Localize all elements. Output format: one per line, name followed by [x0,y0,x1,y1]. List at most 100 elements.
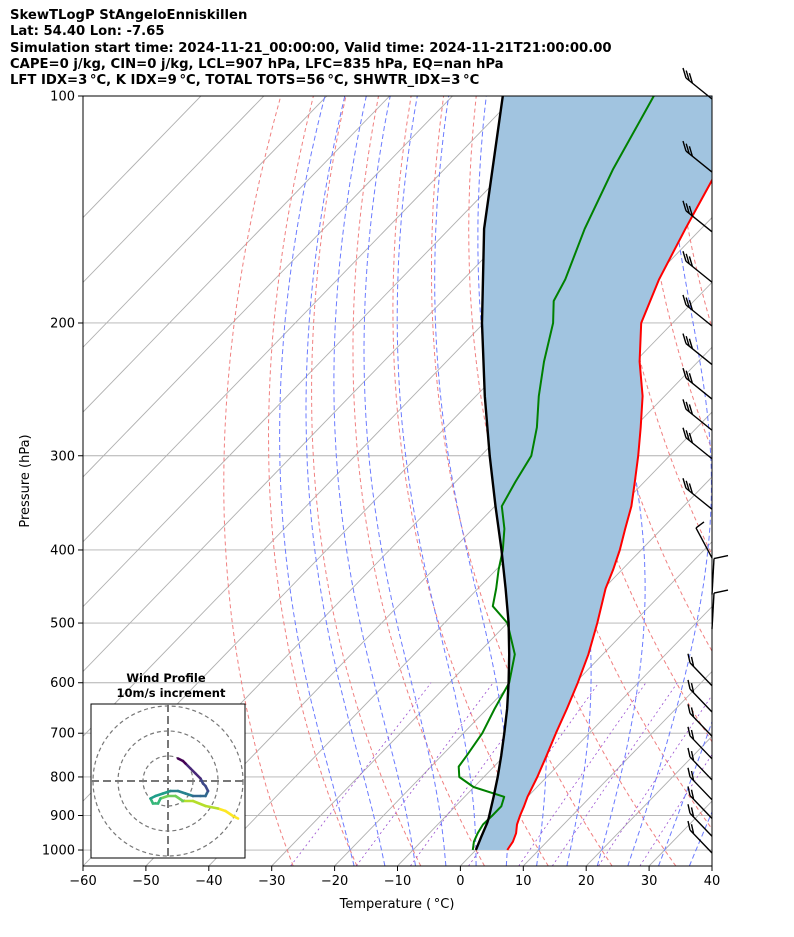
hodograph-subtitle: 10m/s increment [117,686,226,700]
x-tick-label: 30 [641,874,658,889]
wind-barb-staff [685,304,713,327]
wind-barb-flag [690,683,695,693]
hodograph-trace-segment [161,789,172,795]
mixing-ratio-line [355,682,494,866]
wind-barb-flag [688,432,694,444]
wind-barb-flag [713,554,729,560]
chart-title: SkewTLogP StAngeloEnniskillen [10,8,248,23]
wind-barb [695,521,713,559]
moist-adiabat-line [720,96,794,866]
wind-barb-flag [682,333,687,344]
wind-barb [687,704,713,737]
isotherm-line [460,605,712,866]
hodograph-trace-segment [176,757,185,763]
isotherm-line [334,476,712,866]
y-tick-label: 1000 [42,844,75,859]
hodograph-trace-segment [216,807,227,813]
wind-barb-flag [690,729,695,740]
axes: −60 −50 −40 −30 −20 −10 0 10 20 30 40 1000 900 800 700… [42,90,720,890]
x-tick-label: 20 [578,874,595,889]
wind-barb-flag [695,521,705,529]
wind-barb [687,679,713,713]
wind-barb-flag [687,704,691,714]
wind-barb-staff [689,812,713,837]
wind-barb-staff [685,437,713,460]
wind-barb-flag [713,589,729,594]
hodograph-trace-segment [176,789,187,795]
wind-barb-flag [687,786,691,796]
wind-barb-flag [685,480,690,492]
wind-barb-staff [685,343,713,366]
wind-barb-flag [690,807,695,817]
wind-barb-staff [689,662,713,687]
wind-barb-flag [688,205,694,217]
wind-barb [687,726,713,760]
hodograph-title: Wind Profile [126,671,206,685]
wind-barb-staff [685,408,713,431]
moist-adiabat-line [333,96,416,866]
wind-barb-flag [690,750,695,761]
moist-adiabat-line [658,720,712,866]
isotherm-line [585,735,712,866]
isotherm-line [522,670,712,866]
wind-barb [682,427,713,460]
profiles [457,96,712,851]
x-tick-label: −60 [69,874,96,889]
y-tick-label: 500 [50,617,75,632]
dry-adiabat-line [468,96,677,866]
wind-barb-flag [682,251,687,262]
wind-barb [682,200,713,233]
wind-barb-flag [687,726,691,736]
x-axis-label: Temperature ( °C) [339,897,455,912]
moist-adiabat-line [279,96,355,866]
isotherm-line [83,96,453,478]
wind-barb [687,820,713,854]
parcel-profile-line [474,96,511,851]
wind-barb-flag [682,367,687,379]
wind-barb-flag [685,143,690,154]
wind-barb-staff [685,150,713,173]
station-location: Lat: 54.40 Lon: -7.65 [10,24,165,40]
wind-barb [687,747,713,781]
hodograph-trace-segment [191,799,207,808]
y-tick-label: 300 [50,449,75,464]
wind-barb [682,67,713,100]
dry-adiabat-line [352,96,485,866]
wind-barb [682,251,713,283]
wind-barb-flag [685,335,690,347]
wind-barb-flag [682,399,687,410]
y-tick-label: 800 [50,770,75,785]
y-tick-label: 700 [50,727,75,742]
wind-barb-staff [685,260,713,283]
wind-barb [687,786,713,820]
wind-barb-flag [685,370,690,381]
isotherm-line [83,96,516,543]
wind-barb-staff [689,829,713,854]
wind-barb-flag [685,401,690,413]
dry-adiabat-line [223,96,294,866]
wind-barb [682,294,713,327]
wind-barb-staff [689,688,713,713]
wind-barb-flag [690,824,695,834]
y-axis-label: Pressure (hPa) [18,434,33,527]
mixing-ratio-line [598,694,712,866]
wind-barb-flag [690,789,695,799]
x-tick-label: 10 [515,874,532,889]
hodograph-trace-segment [154,792,165,798]
hodograph-trace-segment [174,794,185,803]
wind-barb-flag [688,483,694,494]
x-tick-label: −10 [384,874,411,889]
wind-barb-flag [685,253,690,265]
wind-barb-flag [682,478,687,489]
wind-barb [682,333,713,366]
x-tick-label: −40 [195,874,222,889]
wind-barb-flag [682,140,687,152]
wind-barb-flag [688,404,694,415]
temperature-profile-line [506,178,712,851]
mixing-ratio-line [290,682,432,866]
wind-barb-staff [685,377,713,400]
y-tick-label: 100 [50,90,75,105]
chart-header: SkewTLogP StAngeloEnniskillen Lat: 54.40… [10,8,612,89]
x-tick-label: 40 [704,874,721,889]
